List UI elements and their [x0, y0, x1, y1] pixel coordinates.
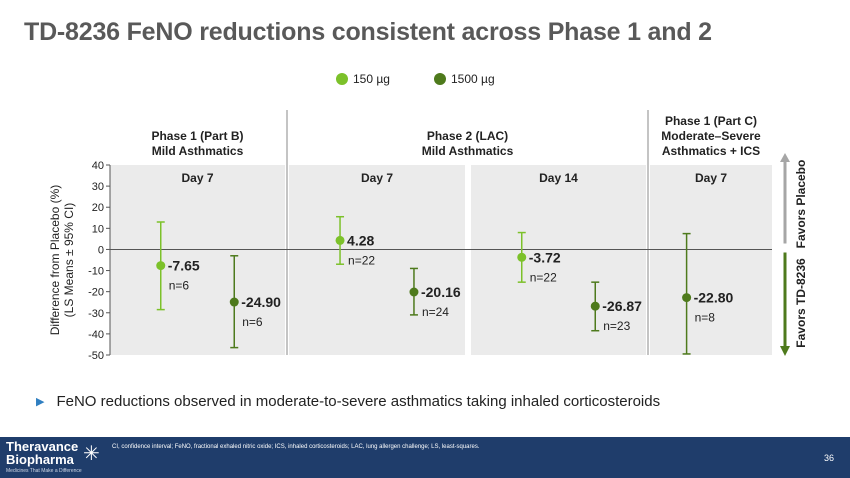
- y-tick-label: -30: [88, 308, 104, 320]
- data-point: [590, 301, 600, 311]
- data-label: -7.65: [168, 258, 200, 274]
- sample-size-label: n=24: [422, 305, 449, 319]
- data-label: -22.80: [694, 290, 734, 306]
- legend-item-150: 150 µg: [336, 72, 390, 86]
- y-tick-label: -20: [88, 287, 104, 299]
- data-label: -20.16: [421, 284, 461, 300]
- y-tick-label: -40: [88, 329, 104, 341]
- sample-size-label: n=23: [603, 319, 630, 333]
- panel-label: Day 7: [361, 171, 393, 185]
- group-header: Mild Asthmatics: [422, 144, 514, 158]
- slide-footer: Theravance Biopharma Medicines That Make…: [0, 437, 850, 478]
- panel-background: [471, 165, 646, 355]
- panel-background: [110, 165, 285, 355]
- panel-label: Day 14: [539, 171, 578, 185]
- panel-background: [650, 165, 772, 355]
- data-label: -26.87: [602, 298, 642, 314]
- panel-background: [289, 165, 465, 355]
- favors-placebo-label: Favors Placebo: [794, 160, 808, 249]
- panel-label: Day 7: [695, 171, 727, 185]
- sample-size-label: n=6: [169, 279, 190, 293]
- legend-dot-1500-icon: [434, 73, 446, 85]
- y-tick-label: 10: [92, 223, 104, 235]
- legend-dot-150-icon: [336, 73, 348, 85]
- y-tick-label: 0: [98, 244, 104, 256]
- logo-tagline: Medicines That Make a Difference: [6, 468, 82, 474]
- y-tick-label: -10: [88, 266, 104, 278]
- data-point: [335, 235, 345, 245]
- slide-title: TD-8236 FeNO reductions consistent acros…: [24, 18, 712, 46]
- y-axis-label: Difference from Placebo (%): [48, 185, 62, 336]
- data-point: [156, 261, 166, 271]
- favors-drug-arrowhead-icon: [780, 346, 790, 356]
- chart-legend: 150 µg 1500 µg: [0, 72, 850, 92]
- abbreviations-footnote: CI, confidence interval; FeNO, fractiona…: [112, 444, 480, 450]
- data-label: -24.90: [241, 294, 281, 310]
- data-label: 4.28: [347, 232, 374, 248]
- favors-placebo-arrowhead-icon: [780, 153, 790, 162]
- panel-label: Day 7: [181, 171, 213, 185]
- legend-label-1500: 1500 µg: [451, 72, 495, 86]
- group-header: Phase 1 (Part C): [665, 114, 757, 128]
- group-header: Asthmatics + ICS: [662, 144, 760, 158]
- key-point-text: FeNO reductions observed in moderate-to-…: [56, 393, 661, 410]
- sample-size-label: n=22: [348, 253, 375, 267]
- y-tick-label: 20: [92, 202, 104, 214]
- legend-label-150: 150 µg: [353, 72, 390, 86]
- logo-line1: Theravance: [6, 439, 79, 454]
- data-point: [229, 297, 239, 307]
- sample-size-label: n=8: [695, 311, 716, 325]
- y-tick-label: 40: [92, 160, 104, 172]
- sample-size-label: n=22: [530, 270, 557, 284]
- group-header: Phase 2 (LAC): [427, 129, 508, 143]
- legend-item-1500: 1500 µg: [434, 72, 495, 86]
- page-number: 36: [823, 453, 834, 463]
- key-point: ▶ FeNO reductions observed in moderate-t…: [36, 393, 660, 410]
- group-header: Moderate–Severe: [661, 129, 761, 143]
- group-header: Mild Asthmatics: [152, 144, 244, 158]
- y-axis-label: (LS Means ± 95% CI): [62, 203, 76, 318]
- bullet-triangle-icon: ▶: [36, 396, 45, 408]
- logo-star-icon: ✳: [83, 443, 100, 465]
- data-point: [682, 293, 692, 303]
- data-point: [409, 287, 419, 297]
- sample-size-label: n=6: [242, 315, 263, 329]
- data-label: -3.72: [529, 249, 561, 265]
- y-tick-label: 30: [92, 181, 104, 193]
- company-logo: Theravance Biopharma Medicines That Make…: [6, 440, 82, 474]
- favors-drug-label: Favors TD-8236: [794, 258, 808, 348]
- group-header: Phase 1 (Part B): [151, 129, 243, 143]
- y-tick-label: -50: [88, 350, 104, 362]
- logo-line2: Biopharma: [6, 452, 74, 467]
- data-point: [517, 252, 527, 262]
